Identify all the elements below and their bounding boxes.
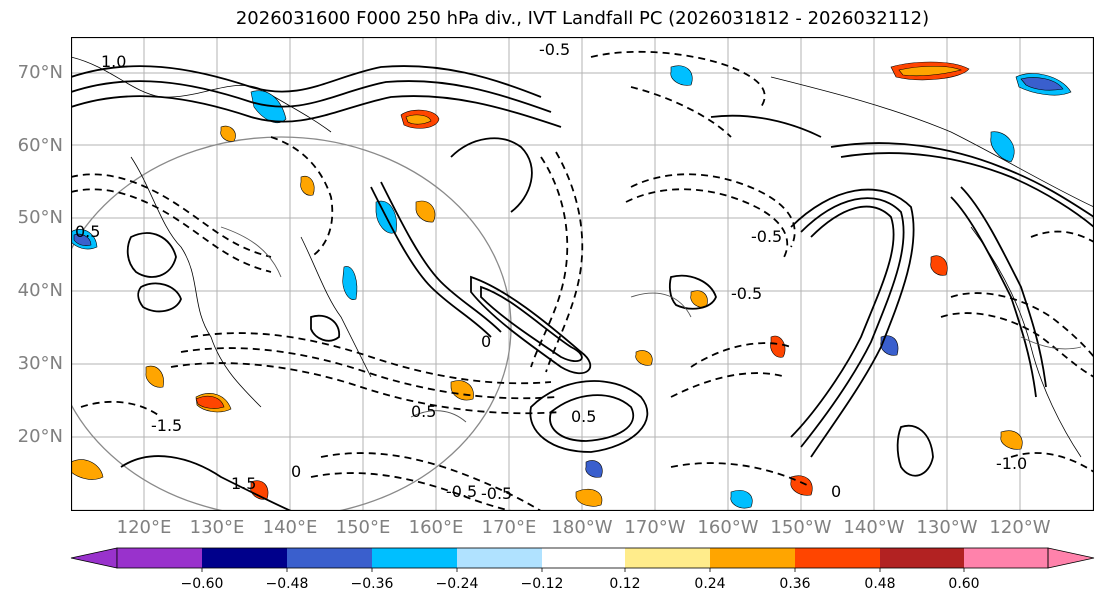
- contour-label: 1.5: [231, 474, 256, 493]
- colorbar-segment: [880, 548, 964, 568]
- map-title: 2026031600 F000 250 hPa div., IVT Landfa…: [235, 8, 930, 29]
- colorbar-segment: [542, 548, 625, 568]
- colorbar-segment: [964, 548, 1048, 568]
- lat-label-40: 40°N: [17, 280, 63, 301]
- lat-label-20: 20°N: [17, 426, 63, 447]
- gridlines: [71, 37, 1094, 511]
- colorbar-tick: −0.36: [350, 576, 394, 592]
- contour-label: 1.0: [101, 52, 126, 71]
- lon-label-160e: 160°E: [408, 517, 464, 538]
- lon-label-170w: 170°W: [624, 517, 686, 538]
- colorbar-tick: −0.48: [265, 576, 309, 592]
- lon-label-140e: 140°E: [262, 517, 318, 538]
- colorbar-tick: 0.12: [609, 576, 641, 592]
- map-panel: 1.0 -0.5 0.5 -1.5 0.5 -0.5 1.5 -0.5 0.5 …: [71, 37, 1094, 511]
- lat-label-30: 30°N: [17, 353, 63, 374]
- shading-fills: [71, 61, 1072, 509]
- solid-contours: [71, 65, 1094, 511]
- colorbar-tick: 0.48: [864, 576, 896, 592]
- dashed-contours: [71, 50, 1094, 511]
- lon-label-130e: 130°E: [189, 517, 245, 538]
- lon-label-150w: 150°W: [770, 517, 832, 538]
- colorbar-segment: [372, 548, 457, 568]
- colorbar-tick: 0.24: [694, 576, 726, 592]
- colorbar-extend-high: [1047, 547, 1095, 569]
- colorbar-segment: [625, 548, 710, 568]
- lon-label-120w: 120°W: [989, 517, 1051, 538]
- contour-label: -0.5: [539, 40, 570, 59]
- contour-label: 0: [831, 482, 841, 501]
- colorbar-tick: −0.12: [520, 576, 564, 592]
- contour-label: 0: [481, 332, 491, 351]
- lat-label-50: 50°N: [17, 207, 63, 228]
- thin-contours: [220, 226, 1082, 423]
- colorbar-segment: [457, 548, 542, 568]
- colorbar-segment: [795, 548, 880, 568]
- contour-label: 0.5: [75, 222, 100, 241]
- lon-label-150e: 150°E: [335, 517, 391, 538]
- colorbar-segment: [287, 548, 372, 568]
- contour-label: -0.5: [481, 484, 512, 503]
- colorbar: [70, 547, 1095, 572]
- lon-label-170e: 170°E: [481, 517, 537, 538]
- contour-label: 0.5: [411, 402, 436, 421]
- colorbar-segment: [202, 548, 287, 568]
- divergence-map: 1.0 -0.5 0.5 -1.5 0.5 -0.5 1.5 -0.5 0.5 …: [71, 37, 1094, 511]
- lat-label-60: 60°N: [17, 135, 63, 156]
- contour-label: -1.0: [996, 454, 1027, 473]
- contour-label: 0.5: [571, 407, 596, 426]
- lon-label-140w: 140°W: [843, 517, 905, 538]
- contour-label: 0: [291, 462, 301, 481]
- lon-label-130w: 130°W: [916, 517, 978, 538]
- contour-label: -0.5: [751, 227, 782, 246]
- colorbar-extend-low: [70, 547, 118, 569]
- contour-label: -1.5: [151, 416, 182, 435]
- contour-labels: 1.0 -0.5 0.5 -1.5 0.5 -0.5 1.5 -0.5 0.5 …: [75, 40, 1027, 503]
- colorbar-tick: −0.60: [180, 576, 224, 592]
- colorbar-tick: −0.24: [435, 576, 479, 592]
- contour-label: -0.5: [446, 482, 477, 501]
- colorbar-segment: [117, 548, 202, 568]
- lon-label-180w: 180°W: [551, 517, 613, 538]
- lon-label-160w: 160°W: [697, 517, 759, 538]
- lon-label-120e: 120°E: [116, 517, 172, 538]
- colorbar-segment: [710, 548, 795, 568]
- colorbar-tick: 0.60: [948, 576, 980, 592]
- lat-label-70: 70°N: [17, 62, 63, 83]
- contour-label: -0.5: [731, 284, 762, 303]
- colorbar-tick: 0.36: [779, 576, 811, 592]
